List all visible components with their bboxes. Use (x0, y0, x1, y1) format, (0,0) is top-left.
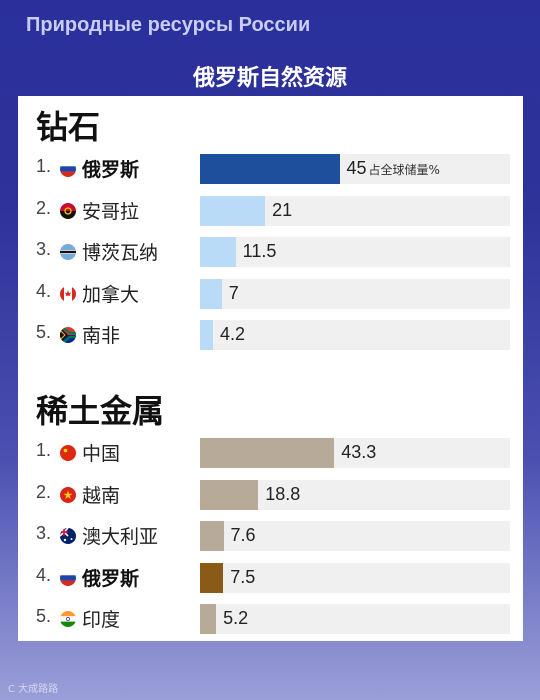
value-number: 7.6 (230, 525, 256, 545)
bar (200, 278, 222, 309)
bar-row: 2. 安哥拉 21 (18, 194, 523, 228)
category-label: 博茨瓦纳 (82, 242, 159, 264)
china-flag-icon (60, 445, 76, 461)
russia-flag-icon (60, 569, 76, 586)
rank-label: 5. (36, 606, 52, 626)
bar (200, 320, 214, 350)
bar-row: 2. 越南 18.8 (18, 478, 523, 512)
value-label: 7.5 (230, 567, 255, 588)
category-label: 南非 (82, 325, 121, 347)
bar-track: 18.8 (200, 479, 510, 510)
canada-flag-icon (60, 285, 76, 302)
value-label: 45 占全球储量% (347, 158, 440, 179)
botswana-flag-icon (60, 244, 76, 260)
watermark-text: C 大成路路 (8, 684, 59, 695)
rank-label: 1. (36, 156, 52, 176)
value-label: 5.2 (223, 608, 248, 629)
bar-track: 45 占全球储量% (200, 154, 510, 184)
value-label: 43.3 (341, 442, 376, 463)
value-label: 7.6 (231, 525, 256, 546)
bar-track: 7 (200, 278, 510, 309)
angola-flag-icon (60, 202, 76, 219)
bar (200, 195, 266, 226)
bar-row: 3. 澳大利亚 7.6 (18, 519, 523, 553)
bar (200, 154, 340, 184)
category-label: 俄罗斯 (82, 567, 140, 590)
value-label: 4.2 (220, 324, 245, 345)
rank-label: 5. (36, 322, 52, 342)
value-unit-label: 占全球储量% (368, 163, 440, 177)
page-title-chinese: 俄罗斯自然资源 (192, 66, 347, 91)
bar-row: 1. 俄罗斯 45 占全球储量% (18, 152, 523, 186)
value-number: 7.5 (230, 566, 256, 587)
rank-label: 2. (36, 481, 52, 502)
chart-title-1: 钻石 (36, 108, 101, 146)
australia-flag-icon (60, 528, 76, 544)
bar (200, 604, 217, 634)
page-title-russian: Природные ресурсы России (26, 14, 311, 36)
category-label: 中国 (82, 443, 121, 465)
bar (200, 562, 224, 593)
category-label: 澳大利亚 (82, 526, 159, 548)
category-label: 印度 (82, 609, 121, 631)
bar-row: 5. 南非 4.2 (18, 318, 523, 352)
category-label: 越南 (82, 484, 121, 507)
rank-label: 4. (36, 280, 52, 301)
chart-title-2: 稀土金属 (36, 392, 165, 430)
value-label: 7 (229, 283, 239, 304)
russia-flag-icon (60, 161, 76, 177)
category-label: 俄罗斯 (82, 159, 140, 181)
bar-row: 3. 博茨瓦纳 11.5 (18, 235, 523, 269)
bar (200, 479, 259, 510)
bar-track: 11.5 (200, 237, 510, 267)
bar (200, 237, 236, 267)
vietnam-flag-icon (60, 486, 76, 503)
bar-track: 21 (200, 195, 510, 226)
value-label: 11.5 (243, 241, 277, 262)
bar-row: 4. 俄罗斯 7.5 (18, 561, 523, 595)
south-africa-flag-icon (60, 327, 76, 343)
value-number: 18.8 (265, 483, 301, 504)
value-number: 4.2 (220, 324, 246, 344)
rank-label: 4. (36, 564, 52, 585)
bar-track: 5.2 (200, 604, 510, 634)
value-label: 21 (272, 200, 292, 221)
india-flag-icon (60, 611, 76, 627)
bar-track: 7.6 (200, 521, 510, 551)
bar-track: 4.2 (200, 320, 510, 350)
value-number: 43.3 (341, 442, 377, 462)
bar (200, 438, 335, 468)
category-label: 安哥拉 (82, 200, 140, 223)
value-number: 11.5 (242, 241, 277, 261)
rank-label: 1. (36, 440, 52, 460)
value-label: 18.8 (265, 484, 300, 505)
value-number: 7 (228, 282, 239, 303)
value-number: 5.2 (223, 608, 249, 628)
bar-track: 43.3 (200, 438, 510, 468)
bar-row: 4. 加拿大 7 (18, 277, 523, 311)
bar (200, 521, 224, 551)
chart-panel: 钻石 1. 俄罗斯 45 占全球储量% 2. 安哥拉 21 3. 博茨瓦纳 11.5 4. 加拿大 7 5.… (18, 96, 523, 641)
bar-track: 7.5 (200, 562, 510, 593)
value-number: 21 (272, 199, 293, 220)
category-label: 加拿大 (82, 283, 140, 306)
value-number: 45 (346, 158, 367, 178)
bar-row: 1. 中国 43.3 (18, 436, 523, 470)
rank-label: 2. (36, 197, 52, 218)
bar-row: 5. 印度 5.2 (18, 602, 523, 636)
rank-label: 3. (36, 523, 52, 543)
rank-label: 3. (36, 239, 52, 259)
